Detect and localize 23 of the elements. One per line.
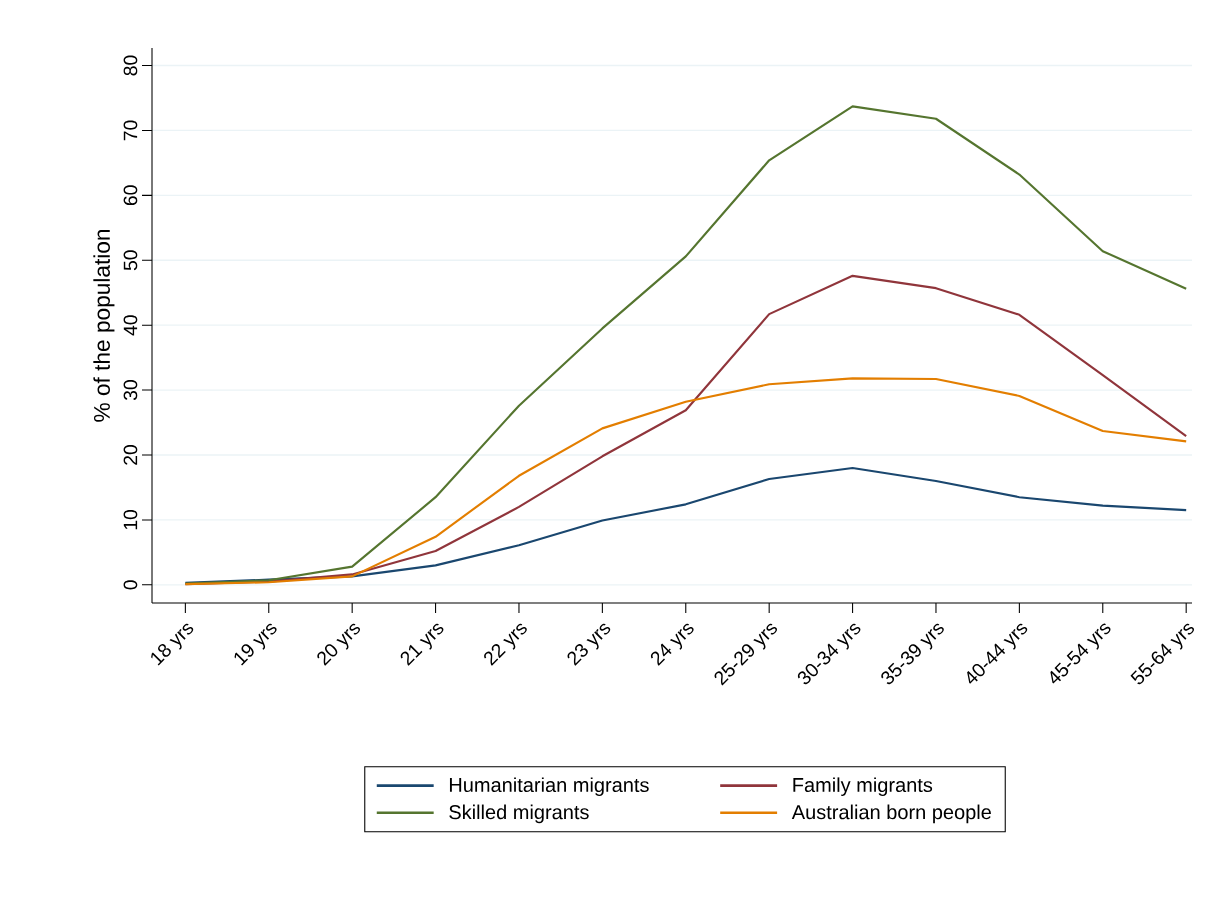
legend-label: Humanitarian migrants xyxy=(449,777,649,797)
legend-label: Family migrants xyxy=(793,777,933,797)
y-tick-label: 70 xyxy=(123,120,138,141)
y-tick-label: 10 xyxy=(123,509,138,530)
y-tick-label: 40 xyxy=(123,315,138,336)
y-tick-label: 50 xyxy=(123,250,138,271)
y-tick-label: 80 xyxy=(123,55,138,76)
y-tick-label: 60 xyxy=(123,185,138,206)
line-series xyxy=(184,377,1188,586)
x-tick-label: 20 yrs xyxy=(317,623,361,666)
x-tick-label: 18 yrs xyxy=(151,623,194,666)
y-axis-title: % of the population xyxy=(93,229,115,422)
line-series xyxy=(184,105,1188,585)
legend-label: Skilled migrants xyxy=(449,804,589,824)
legend-label: Australian born people xyxy=(791,804,991,824)
x-tick-label: 22 yrs xyxy=(484,623,527,666)
y-tick-label: 0 xyxy=(123,580,138,590)
x-tick-label: 24 yrs xyxy=(650,623,694,666)
x-tick-label: 19 yrs xyxy=(234,623,277,666)
x-tick-label: 23 yrs xyxy=(567,623,611,666)
y-tick-label: 20 xyxy=(123,445,138,465)
y-tick-label: 30 xyxy=(123,380,138,401)
x-tick-label: 21 yrs xyxy=(400,623,444,666)
